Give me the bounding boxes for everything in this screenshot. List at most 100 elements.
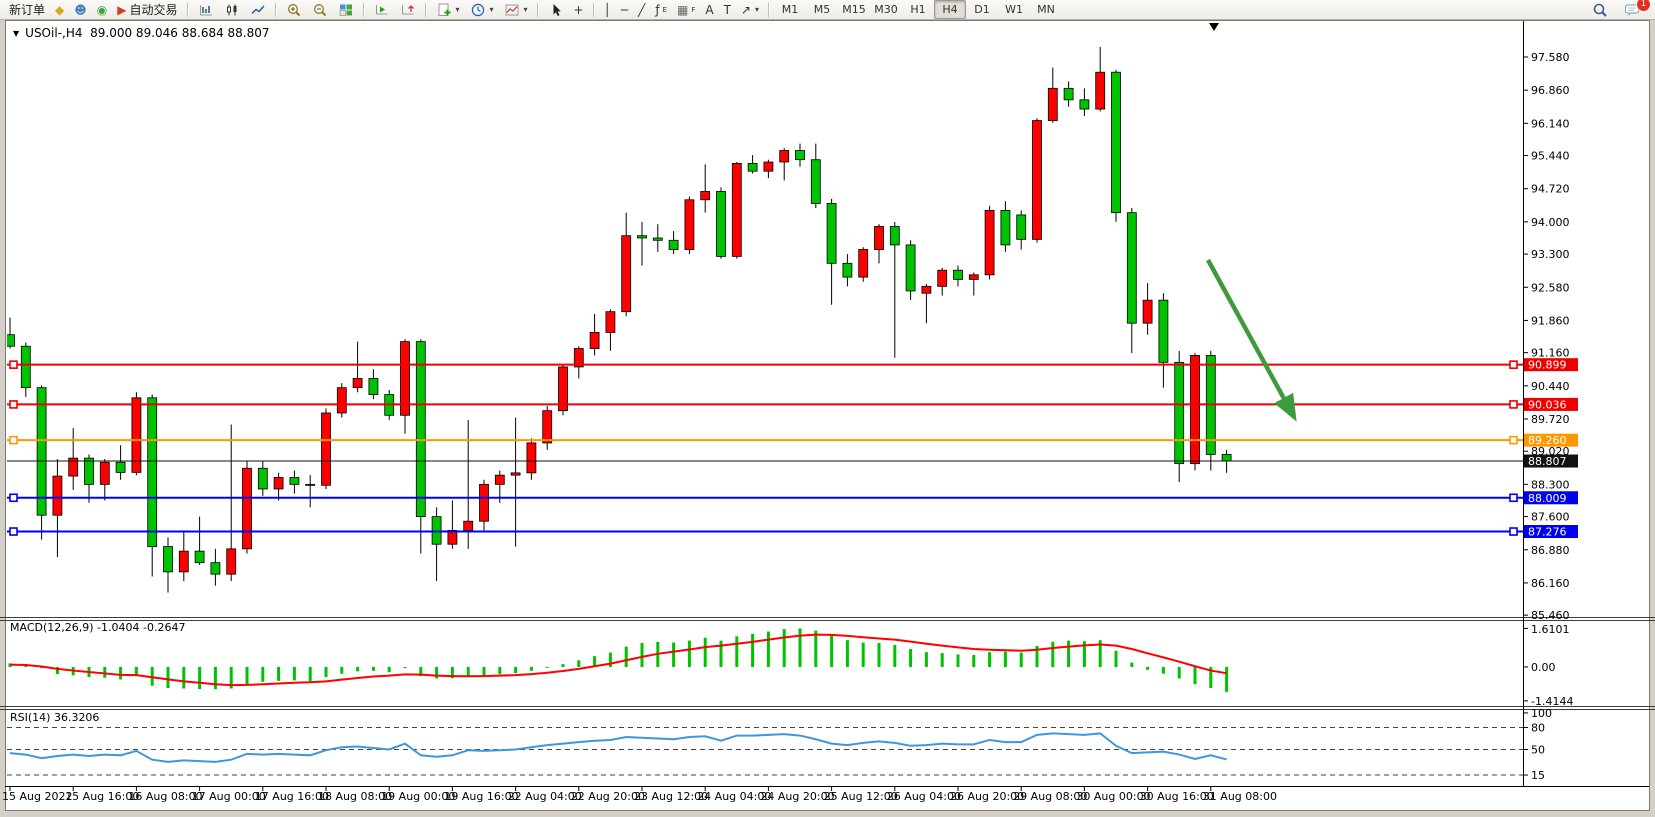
templates-button[interactable]: ▾ xyxy=(499,0,533,20)
svg-text:17 Aug 16:00: 17 Aug 16:00 xyxy=(255,790,329,803)
chevron-down-icon: ▾ xyxy=(523,5,528,14)
svg-text:22 Aug 04:00: 22 Aug 04:00 xyxy=(508,790,582,803)
signals-icon[interactable]: ◉ xyxy=(92,0,112,20)
auto-scroll-icon[interactable] xyxy=(369,0,395,20)
bar-chart-mode-icon-glyph xyxy=(198,2,214,18)
timeframe-button-h1[interactable]: H1 xyxy=(910,3,926,16)
chart-symbol-timeframe: USOil-,H4 xyxy=(25,26,83,40)
metaeditor-icon[interactable]: ◆ xyxy=(50,0,69,20)
symbol-dropdown-icon[interactable]: ▼ xyxy=(13,29,20,38)
svg-text:0.00: 0.00 xyxy=(1531,661,1556,674)
svg-text:86.880: 86.880 xyxy=(1531,544,1570,557)
svg-text:19 Aug 16:00: 19 Aug 16:00 xyxy=(444,790,518,803)
chart-window xyxy=(5,20,1650,811)
vline-icon[interactable]: │ xyxy=(599,0,616,20)
timeframe-button-w1[interactable]: W1 xyxy=(1005,3,1023,16)
timeframe-button-d1[interactable]: D1 xyxy=(974,3,990,16)
grid-icon[interactable]: ▦ F xyxy=(672,0,700,20)
community-icon-glyph: ☻ xyxy=(74,2,87,17)
svg-text:19 Aug 00:00: 19 Aug 00:00 xyxy=(381,790,455,803)
svg-text:94.000: 94.000 xyxy=(1531,216,1570,229)
vline-icon-glyph: │ xyxy=(603,2,611,17)
label-icon[interactable]: T xyxy=(719,0,736,20)
grid-icon-subscript: F xyxy=(691,5,696,14)
indicators-button[interactable]: ▾ xyxy=(431,0,465,20)
chat-button[interactable]: 1 xyxy=(1619,0,1651,20)
indicators-glyph xyxy=(436,2,452,18)
candlestick-mode-icon-glyph xyxy=(224,2,240,18)
timeframe-button-m5[interactable]: M5 xyxy=(813,3,831,16)
hline-icon[interactable]: ─ xyxy=(616,0,633,20)
candlestick-series xyxy=(7,46,1232,593)
arrows-icon[interactable]: ↗ ▾ xyxy=(736,0,764,20)
svg-text:88.300: 88.300 xyxy=(1531,478,1570,491)
svg-text:90.440: 90.440 xyxy=(1531,380,1570,393)
notification-badge: 1 xyxy=(1636,0,1651,12)
zoom-in-icon[interactable] xyxy=(281,0,307,20)
crosshair-icon[interactable]: + xyxy=(569,0,589,20)
svg-text:1.6101: 1.6101 xyxy=(1531,623,1570,636)
svg-text:100: 100 xyxy=(1531,707,1552,720)
bar-chart-mode-icon[interactable] xyxy=(193,0,219,20)
periods-button[interactable]: ▾ xyxy=(465,0,499,20)
autotrading-button[interactable]: ▶ 自动交易 xyxy=(112,0,182,20)
trendline-icon[interactable]: ╱ xyxy=(633,0,650,20)
new-order-button[interactable]: 新订单 xyxy=(4,0,50,20)
svg-text:92.580: 92.580 xyxy=(1531,281,1570,294)
shift-marker-icon[interactable] xyxy=(1209,23,1219,31)
zoom-out-icon[interactable] xyxy=(307,0,333,20)
svg-text:30 Aug 00:00: 30 Aug 00:00 xyxy=(1076,790,1150,803)
templates-glyph xyxy=(504,2,520,18)
toolbar-separator xyxy=(536,2,539,17)
line-chart-mode-icon[interactable] xyxy=(245,0,271,20)
community-icon[interactable]: ☻ xyxy=(69,0,92,20)
svg-text:29 Aug 08:00: 29 Aug 08:00 xyxy=(1013,790,1087,803)
svg-text:16 Aug 08:00: 16 Aug 08:00 xyxy=(128,790,202,803)
svg-text:80: 80 xyxy=(1531,722,1545,735)
timeframe-button-m30[interactable]: M30 xyxy=(874,3,898,16)
tile-windows-icon-glyph xyxy=(338,2,354,18)
macd-axis: 1.6101 0.00 -1.4144 xyxy=(1523,623,1573,708)
svg-text:93.300: 93.300 xyxy=(1531,248,1570,261)
svg-text:31 Aug 08:00: 31 Aug 08:00 xyxy=(1203,790,1277,803)
svg-text:87.276: 87.276 xyxy=(1528,526,1567,539)
cursor-icon[interactable] xyxy=(543,0,569,20)
rsi-line xyxy=(9,732,1227,763)
text-icon[interactable]: A xyxy=(700,0,718,20)
svg-text:85.460: 85.460 xyxy=(1531,609,1570,622)
timeframe-button-h4[interactable]: H4 xyxy=(934,0,966,19)
svg-text:89.260: 89.260 xyxy=(1528,434,1567,447)
new-order-button-label: 新订单 xyxy=(9,3,46,17)
chart-title: ▼ USOil-,H4 89.000 89.046 88.684 88.807 xyxy=(13,26,270,40)
toolbar-separator xyxy=(274,2,277,17)
search-button[interactable] xyxy=(1587,0,1613,20)
horizontal-lines[interactable] xyxy=(7,360,1523,536)
chart-shift-icon-glyph xyxy=(400,2,416,18)
svg-text:88.009: 88.009 xyxy=(1528,492,1567,505)
svg-text:26 Aug 20:00: 26 Aug 20:00 xyxy=(950,790,1024,803)
timeframe-button-mn[interactable]: MN xyxy=(1037,3,1055,16)
trend-arrow-annotation[interactable] xyxy=(1206,258,1297,422)
svg-text:88.807: 88.807 xyxy=(1528,455,1567,468)
arrows-icon-glyph: ↗ xyxy=(740,2,751,17)
svg-text:-1.4144: -1.4144 xyxy=(1531,695,1573,708)
fibonacci-icon-glyph: ƒ xyxy=(655,2,660,17)
price-tags: 90.899 90.036 89.260 88.807 88.009 87.276 xyxy=(1524,358,1578,539)
signals-icon-glyph: ◉ xyxy=(96,2,108,17)
timeframe-button-m15[interactable]: M15 xyxy=(842,3,866,16)
line-chart-mode-icon-glyph xyxy=(250,2,266,18)
svg-text:96.860: 96.860 xyxy=(1531,84,1570,97)
svg-text:91.860: 91.860 xyxy=(1531,314,1570,327)
zoom-in-icon-glyph xyxy=(286,2,302,18)
macd-signal-line xyxy=(9,633,1227,687)
candlestick-mode-icon[interactable] xyxy=(219,0,245,20)
toolbar-separator xyxy=(424,2,427,17)
chevron-down-icon: ▾ xyxy=(754,5,759,14)
tile-windows-icon[interactable] xyxy=(333,0,359,20)
chart-shift-icon[interactable] xyxy=(395,0,421,20)
timeframe-button-m1[interactable]: M1 xyxy=(781,3,799,16)
